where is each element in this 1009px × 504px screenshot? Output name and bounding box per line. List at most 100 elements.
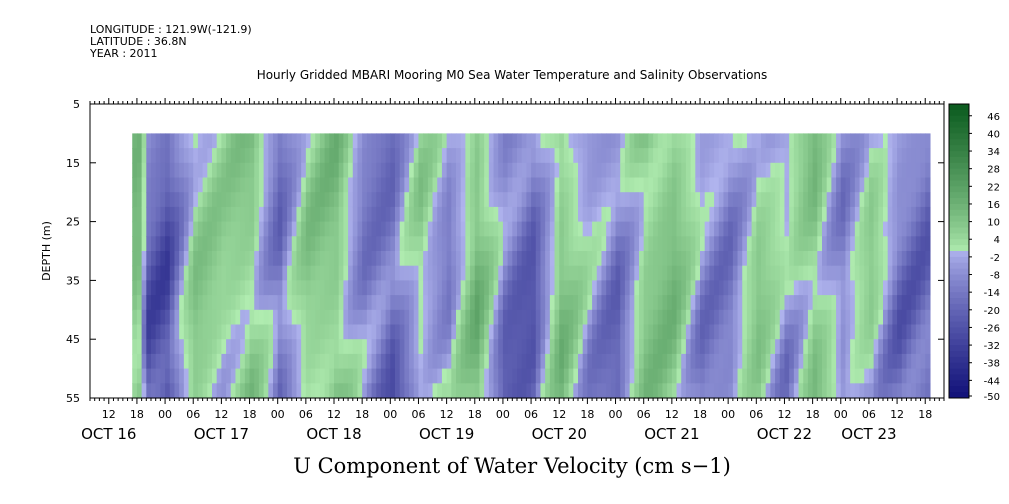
heatmap-cell xyxy=(549,206,556,223)
heatmap-cell xyxy=(643,368,649,384)
heatmap-cell xyxy=(662,133,668,149)
heatmap-cell xyxy=(765,206,771,223)
heatmap-cell xyxy=(352,177,359,193)
heatmap-cell xyxy=(244,265,251,281)
heatmap-cell xyxy=(540,265,546,281)
heatmap-cell xyxy=(535,221,542,237)
heatmap-cell xyxy=(390,368,396,384)
heatmap-cell xyxy=(413,206,420,223)
heatmap-cell xyxy=(723,324,729,340)
heatmap-cell xyxy=(850,353,856,370)
colorbar-swatch xyxy=(949,203,969,211)
heatmap-cell xyxy=(418,206,424,223)
heatmap-cell xyxy=(859,353,865,370)
heatmap-cell xyxy=(512,353,518,370)
heatmap-cell xyxy=(709,309,715,326)
heatmap-cell xyxy=(136,133,143,149)
heatmap-cell xyxy=(779,265,786,281)
heatmap-cell xyxy=(685,221,692,237)
heatmap-cell xyxy=(554,353,560,370)
heatmap-cell xyxy=(873,148,879,164)
heatmap-cell xyxy=(502,295,509,311)
heatmap-cell xyxy=(502,221,509,237)
heatmap-cell xyxy=(484,280,490,296)
heatmap-cell xyxy=(915,309,922,326)
heatmap-cell xyxy=(451,133,457,149)
heatmap-cell xyxy=(479,206,485,223)
x-tick-label: 06 xyxy=(749,408,763,421)
heatmap-cell xyxy=(653,148,659,164)
heatmap-cell xyxy=(690,309,696,326)
heatmap-cell xyxy=(685,339,692,355)
heatmap-cell xyxy=(409,192,415,208)
heatmap-cell xyxy=(845,133,851,149)
heatmap-cell xyxy=(441,353,448,370)
heatmap-cell xyxy=(226,265,232,281)
heatmap-cell xyxy=(362,353,368,370)
heatmap-cell xyxy=(301,265,307,281)
heatmap-cell xyxy=(592,309,598,326)
heatmap-cell xyxy=(376,265,382,281)
heatmap-cell xyxy=(803,280,809,296)
heatmap-cell xyxy=(282,162,288,179)
heatmap-cell xyxy=(826,339,832,355)
heatmap-cell xyxy=(451,324,457,340)
heatmap-cell xyxy=(878,324,884,340)
heatmap-cell xyxy=(540,309,546,326)
heatmap-cell xyxy=(582,148,588,164)
heatmap-cell xyxy=(742,162,748,179)
heatmap-cell xyxy=(854,368,861,384)
heatmap-cell xyxy=(624,236,631,252)
heatmap-cell xyxy=(535,177,542,193)
heatmap-cell xyxy=(249,177,255,193)
heatmap-cell xyxy=(793,265,800,281)
heatmap-cell xyxy=(653,206,659,223)
heatmap-cell xyxy=(287,353,293,370)
heatmap-cell xyxy=(380,324,387,340)
heatmap-cell xyxy=(700,280,706,296)
heatmap-cell xyxy=(526,192,532,208)
heatmap-cell xyxy=(202,309,208,326)
heatmap-cell xyxy=(352,295,359,311)
heatmap-cell xyxy=(610,192,617,208)
heatmap-cell xyxy=(141,221,147,237)
heatmap-cell xyxy=(484,383,490,399)
heatmap-cell xyxy=(714,324,720,340)
heatmap-cell xyxy=(244,309,251,326)
heatmap-cell xyxy=(657,339,664,355)
heatmap-cell xyxy=(413,295,420,311)
heatmap-cell xyxy=(709,162,715,179)
heatmap-cell xyxy=(277,206,283,223)
heatmap-cell xyxy=(169,383,176,399)
heatmap-cell xyxy=(559,265,565,281)
heatmap-cell xyxy=(263,383,269,399)
heatmap-cell xyxy=(578,383,584,399)
heatmap-cell xyxy=(714,162,720,179)
heatmap-cell xyxy=(188,324,194,340)
heatmap-cell xyxy=(718,280,725,296)
heatmap-cell xyxy=(329,353,335,370)
heatmap-cell xyxy=(667,192,673,208)
heatmap-cell xyxy=(728,177,734,193)
heatmap-cell xyxy=(756,295,762,311)
heatmap-cell xyxy=(756,368,762,384)
heatmap-cell xyxy=(662,236,668,252)
heatmap-cell xyxy=(146,280,152,296)
colorbar-label: -38 xyxy=(984,359,1000,370)
heatmap-cell xyxy=(911,280,917,296)
heatmap-cell xyxy=(319,206,326,223)
heatmap-cell xyxy=(197,368,204,384)
heatmap-cell xyxy=(202,280,208,296)
heatmap-cell xyxy=(784,339,790,355)
heatmap-cell xyxy=(634,353,640,370)
heatmap-cell xyxy=(409,383,415,399)
heatmap-cell xyxy=(188,339,194,355)
heatmap-cell xyxy=(634,162,640,179)
heatmap-cell xyxy=(789,280,795,296)
heatmap-cell xyxy=(751,251,757,267)
heatmap-cell xyxy=(380,133,387,149)
heatmap-cell xyxy=(183,295,190,311)
x-date-label: OCT 17 xyxy=(194,425,249,443)
heatmap-cell xyxy=(343,192,349,208)
heatmap-cell xyxy=(554,383,560,399)
